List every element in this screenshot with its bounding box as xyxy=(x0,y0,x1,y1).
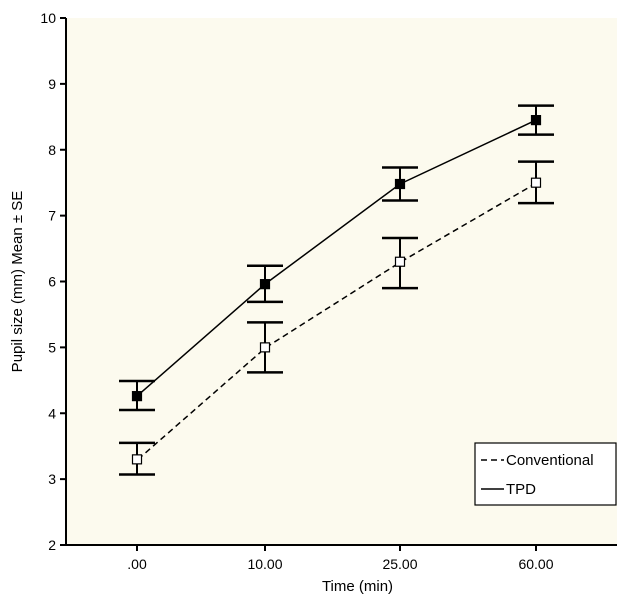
x-tick-label: .00 xyxy=(127,556,147,572)
data-point xyxy=(394,256,406,267)
y-tick-label: 10 xyxy=(40,10,56,26)
series-conventional xyxy=(119,160,554,476)
legend-label: TPD xyxy=(506,481,536,498)
x-axis-title: Time (min) xyxy=(322,578,393,595)
y-axis-title: Pupil size (mm) Mean ± SE xyxy=(9,191,26,373)
y-tick-label: 7 xyxy=(48,208,56,224)
series-line-tpd xyxy=(136,119,537,397)
data-point xyxy=(259,342,271,353)
y-tick-label: 8 xyxy=(48,142,56,158)
x-tick-label: 60.00 xyxy=(518,556,553,572)
y-axis: 2 3 4 5 6 7 8 9 10 xyxy=(40,10,67,553)
legend-box xyxy=(474,442,617,506)
data-point xyxy=(131,454,143,465)
y-tick-label: 3 xyxy=(48,471,56,487)
y-tick-label: 5 xyxy=(48,339,56,355)
series-line-conventional xyxy=(137,182,538,460)
data-point xyxy=(394,178,406,190)
series-layer xyxy=(119,104,554,476)
data-point xyxy=(530,177,542,188)
y-tick-label: 4 xyxy=(48,405,56,421)
legend-label: Conventional xyxy=(506,452,594,469)
data-point xyxy=(131,391,143,402)
y-tick-label: 6 xyxy=(48,274,56,290)
legend: Conventional TPD xyxy=(474,442,617,506)
data-point xyxy=(530,115,542,126)
y-tick-label: 9 xyxy=(48,76,56,92)
x-tick-label: 25.00 xyxy=(382,556,417,572)
data-point xyxy=(259,279,271,290)
series-tpd xyxy=(119,104,554,412)
x-axis: .00 10.00 25.00 60.00 xyxy=(66,544,617,572)
x-tick-label: 10.00 xyxy=(247,556,282,572)
y-tick-label: 2 xyxy=(48,537,56,553)
